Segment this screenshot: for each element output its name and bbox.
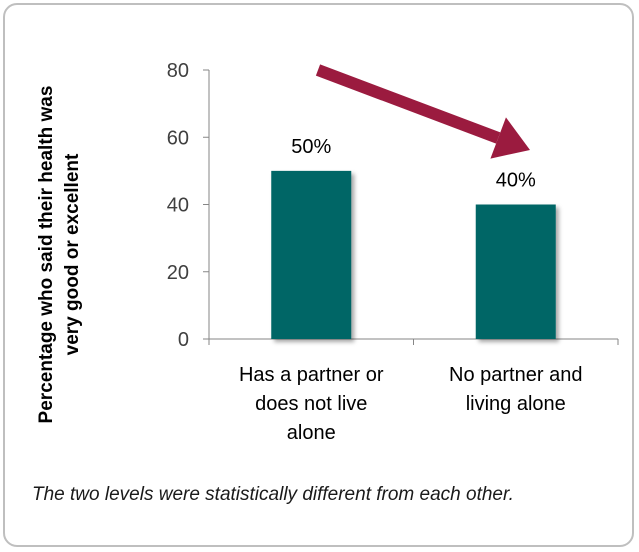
category-label-1-line-0: No partner and (449, 364, 582, 386)
y-tick-label-40: 40 (167, 195, 189, 217)
category-label-1: No partner and living alone (449, 364, 582, 415)
labels: 50% Has a partner or does not live alone 40%… (239, 136, 582, 444)
bar-0 (271, 170, 352, 339)
y-axis-title-line-0: Percentage who said their health was (36, 86, 57, 424)
category-label-0-line-1: does not live (255, 393, 367, 415)
y-tick-label-80: 80 (167, 60, 189, 82)
axes: 0 20 40 60 80 Percentage who said their healt… (36, 60, 619, 424)
data-label-1: 40% (496, 170, 536, 192)
y-axis-title-line-1: very good or excellent (62, 153, 83, 355)
y-tick-label-60: 60 (167, 127, 189, 149)
category-label-0-line-2: alone (287, 422, 336, 444)
category-label-0: Has a partner or does not live alone (239, 364, 384, 444)
category-label-0-line-0: Has a partner or (239, 364, 384, 386)
y-axis-title: Percentage who said their health was very… (36, 86, 83, 424)
y-tick-label-0: 0 (178, 329, 189, 351)
bar-1 (475, 204, 556, 339)
trend-arrow (315, 64, 530, 159)
category-label-1-line-1: living alone (466, 393, 566, 415)
data-label-0: 50% (291, 136, 331, 158)
arrow-head (490, 117, 530, 159)
footnote: The two levels were statistically differ… (32, 484, 514, 505)
bars (271, 170, 556, 339)
arrow-shaft (315, 64, 501, 144)
y-tick-label-20: 20 (167, 262, 189, 284)
